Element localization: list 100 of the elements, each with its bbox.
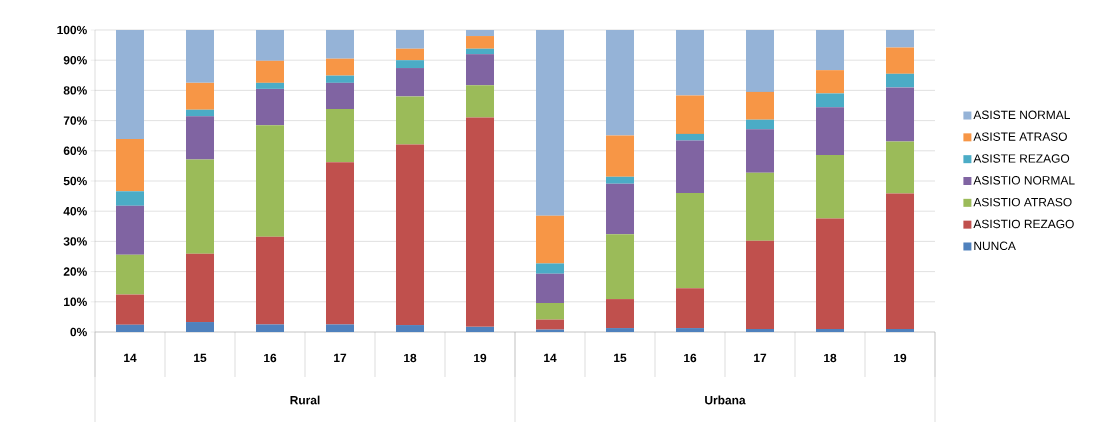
bar [746, 240, 775, 329]
bar [466, 54, 495, 86]
bar [116, 294, 144, 325]
bar [186, 322, 214, 332]
bar [186, 253, 214, 323]
bar [746, 91, 775, 120]
bar [606, 328, 635, 332]
bar [676, 328, 705, 332]
bar [886, 141, 915, 194]
bar [606, 299, 635, 329]
bar [746, 172, 775, 241]
bar [816, 218, 845, 329]
bar [536, 215, 565, 264]
legend-label: ASISTIO NORMAL [973, 176, 1075, 185]
bar [256, 236, 284, 325]
y-tick-label: 10% [64, 297, 87, 307]
x-tick-label: 16 [264, 353, 277, 363]
y-tick-label: 0% [70, 327, 87, 337]
x-tick-label: 18 [824, 353, 837, 363]
bar [676, 95, 705, 134]
x-tick-label: 17 [754, 353, 767, 362]
bar [536, 263, 565, 274]
bar [326, 324, 354, 332]
bar [256, 324, 284, 332]
bar [676, 193, 705, 289]
bar [886, 328, 915, 332]
x-tick-label: 19 [474, 353, 487, 363]
y-tick-label: 50% [63, 176, 87, 186]
bar [886, 47, 915, 74]
bar [886, 193, 915, 329]
bar [746, 129, 775, 173]
bar [816, 30, 845, 71]
bar [536, 273, 565, 304]
bar [326, 58, 354, 76]
bar [606, 30, 635, 136]
bar [396, 30, 424, 49]
y-tick-label: 90% [63, 55, 87, 65]
bar [186, 82, 214, 110]
bar [256, 88, 284, 126]
legend-label: ASISTE NORMAL [973, 110, 1070, 120]
x-tick-label: 16 [684, 353, 697, 363]
bar [256, 82, 284, 89]
bar [186, 116, 214, 160]
bar [536, 303, 565, 320]
bar [466, 85, 495, 118]
bar [116, 191, 144, 206]
bar [676, 140, 705, 194]
bar [256, 125, 284, 237]
bar [396, 144, 424, 326]
bar [886, 30, 915, 48]
legend-label: ASISTE REZAGO [973, 154, 1070, 163]
legend-label: NUNCA [974, 241, 1016, 251]
x-tick-label: 15 [194, 353, 207, 363]
bar [606, 176, 635, 184]
bar [396, 325, 424, 332]
bar [886, 87, 915, 142]
bar [466, 36, 495, 49]
bar [396, 48, 424, 61]
bar [746, 30, 775, 92]
bar [606, 183, 635, 235]
legend-label: ASISTIO ATRASO [973, 197, 1072, 207]
bar [466, 117, 495, 327]
bar [186, 109, 214, 117]
x-tick-label: 17 [334, 353, 347, 362]
bar [396, 60, 424, 69]
bar [816, 70, 845, 94]
y-tick-label: 80% [63, 86, 87, 95]
y-tick-label: 20% [63, 267, 87, 276]
bar [746, 119, 775, 130]
bar [326, 162, 354, 325]
legend-label: ASISTE ATRASO [973, 132, 1067, 141]
bar [816, 155, 845, 219]
bar [536, 30, 565, 216]
bar [256, 30, 284, 61]
y-tick-label: 60% [63, 146, 87, 156]
text: Urbana [705, 395, 746, 405]
bar [466, 48, 495, 55]
y-tick-label: 40% [63, 206, 87, 216]
y-tick-label: 70% [63, 116, 87, 125]
bar [326, 82, 354, 110]
bar [606, 234, 635, 300]
bar [466, 326, 495, 332]
bar [676, 133, 705, 141]
bar [116, 254, 144, 295]
bar [746, 328, 775, 332]
bar [256, 60, 284, 83]
bar [116, 324, 144, 332]
bar [886, 73, 915, 88]
text: Rural [290, 395, 320, 405]
bar [326, 30, 354, 59]
bar [396, 68, 424, 97]
bar [186, 30, 214, 83]
bar [606, 135, 635, 177]
x-tick-label: 15 [614, 353, 627, 363]
bar [186, 159, 214, 254]
bar [396, 96, 424, 145]
bar [536, 319, 565, 330]
bar [816, 328, 845, 332]
bar [116, 205, 144, 255]
bar [816, 93, 845, 108]
